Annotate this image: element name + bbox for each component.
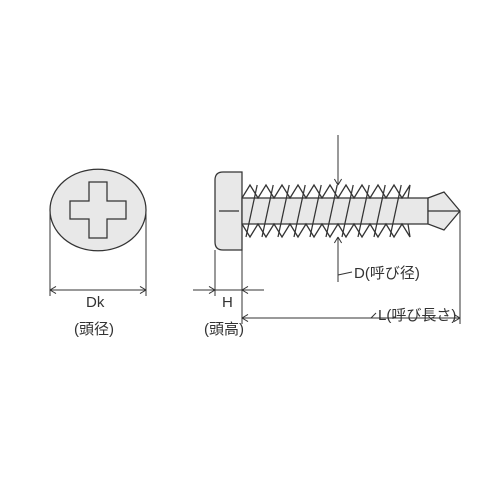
dk-label: Dk (86, 294, 104, 311)
d-label: D(呼び径) (354, 262, 420, 283)
h-label: H (222, 294, 233, 311)
l-label: L(呼び長さ) (378, 304, 456, 325)
dk-sublabel: (頭径) (74, 318, 114, 339)
h-sublabel: (頭高) (204, 318, 244, 339)
screw-diagram (0, 0, 500, 500)
